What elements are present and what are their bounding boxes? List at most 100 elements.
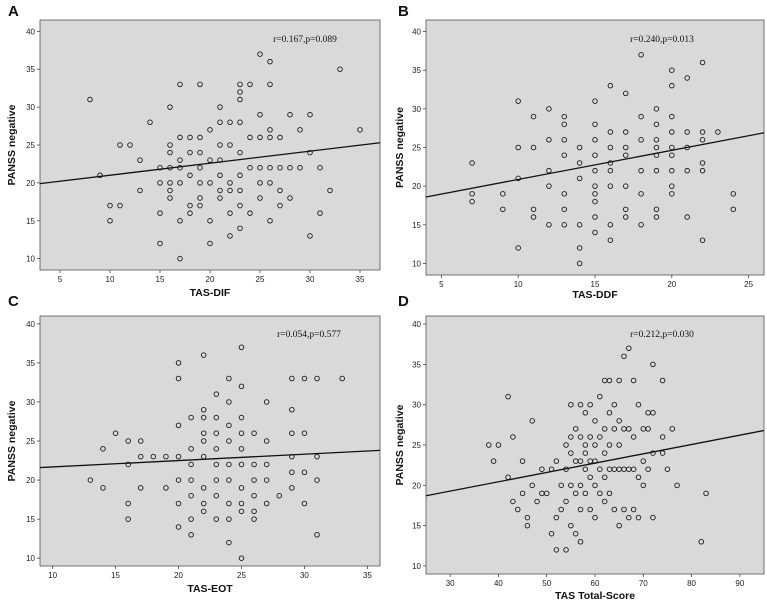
- data-point: [606, 490, 613, 497]
- data-point: [515, 144, 521, 151]
- data-point: [137, 485, 144, 491]
- data-point: [626, 345, 632, 352]
- data-point: [597, 490, 603, 497]
- data-point: [337, 66, 343, 72]
- data-point: [207, 218, 213, 224]
- data-point: [197, 81, 203, 88]
- data-point: [638, 222, 644, 228]
- data-point: [592, 418, 598, 424]
- data-point: [187, 134, 193, 141]
- data-point: [213, 414, 220, 421]
- data-point: [188, 446, 194, 452]
- data-point: [197, 164, 203, 171]
- data-point: [592, 442, 598, 448]
- data-point: [237, 172, 243, 179]
- y-tick-label: 35: [26, 65, 35, 74]
- data-point: [297, 164, 303, 171]
- data-point: [622, 214, 629, 220]
- data-point: [117, 142, 123, 148]
- panel-letter: D: [398, 293, 409, 310]
- y-tick-label: 15: [26, 217, 35, 226]
- data-point: [684, 129, 690, 135]
- data-points: [486, 345, 709, 553]
- data-point: [267, 164, 273, 171]
- data-point: [561, 152, 568, 158]
- data-point: [157, 210, 163, 216]
- data-point: [669, 426, 676, 432]
- y-axis-title: PANSS negative: [394, 107, 406, 188]
- data-point: [684, 214, 690, 220]
- data-points: [87, 344, 345, 561]
- y-tick-label: 40: [412, 28, 421, 37]
- y-tick-label: 10: [26, 554, 35, 563]
- data-point: [587, 506, 593, 513]
- data-point: [276, 492, 283, 499]
- y-tick-label: 25: [412, 441, 421, 450]
- data-point: [669, 167, 675, 174]
- data-point: [669, 113, 675, 120]
- data-point: [238, 461, 245, 468]
- data-point: [653, 106, 660, 112]
- data-point: [524, 514, 531, 521]
- data-point: [251, 516, 257, 522]
- y-tick-label: 40: [26, 27, 35, 36]
- data-point: [226, 438, 232, 444]
- data-point: [157, 240, 163, 247]
- data-point: [175, 477, 182, 483]
- y-tick-label: 10: [412, 259, 421, 268]
- data-point: [530, 214, 537, 220]
- data-point: [622, 144, 629, 151]
- panel-c: C 10 15 20 25 30 35 10 15 20 25 30 35 40 TAS-EOT PANSS …: [6, 293, 381, 595]
- data-point: [188, 532, 194, 538]
- data-point: [217, 172, 223, 179]
- data-point: [577, 539, 584, 545]
- data-point: [263, 438, 270, 444]
- data-point: [277, 187, 283, 194]
- data-point: [251, 430, 257, 436]
- data-point: [227, 233, 233, 239]
- data-point: [175, 524, 182, 530]
- data-point: [167, 195, 173, 201]
- data-point: [592, 183, 598, 189]
- data-point: [213, 516, 220, 522]
- data-point: [175, 422, 182, 429]
- data-point: [87, 96, 93, 103]
- data-point: [592, 229, 598, 236]
- data-point: [699, 137, 706, 143]
- data-point: [197, 134, 203, 141]
- data-point: [175, 360, 182, 366]
- data-point: [213, 446, 220, 452]
- data-point: [606, 442, 613, 448]
- y-tick-label: 20: [412, 182, 421, 191]
- x-tick-label: 30: [446, 579, 455, 588]
- data-point: [97, 172, 103, 179]
- data-point: [611, 426, 618, 432]
- data-point: [650, 410, 656, 416]
- data-point: [187, 172, 193, 179]
- data-point: [163, 453, 169, 460]
- data-point: [524, 522, 531, 529]
- data-point: [699, 59, 706, 66]
- data-point: [117, 202, 123, 209]
- data-point: [207, 127, 213, 133]
- x-tick-label: 10: [514, 280, 523, 289]
- data-point: [546, 183, 552, 189]
- data-point: [301, 430, 308, 436]
- data-point: [125, 516, 131, 522]
- data-point: [307, 233, 313, 239]
- data-point: [659, 450, 666, 456]
- x-tick-label: 35: [356, 275, 365, 284]
- x-tick-label: 35: [363, 571, 372, 580]
- data-point: [263, 399, 270, 405]
- data-point: [669, 191, 675, 197]
- data-point: [530, 206, 537, 213]
- data-point: [561, 121, 568, 128]
- data-point: [597, 393, 603, 400]
- data-point: [486, 442, 492, 448]
- data-point: [515, 245, 521, 251]
- data-point: [568, 522, 574, 529]
- data-point: [730, 206, 737, 213]
- data-point: [592, 152, 598, 158]
- data-point: [669, 152, 675, 158]
- data-point: [500, 191, 506, 197]
